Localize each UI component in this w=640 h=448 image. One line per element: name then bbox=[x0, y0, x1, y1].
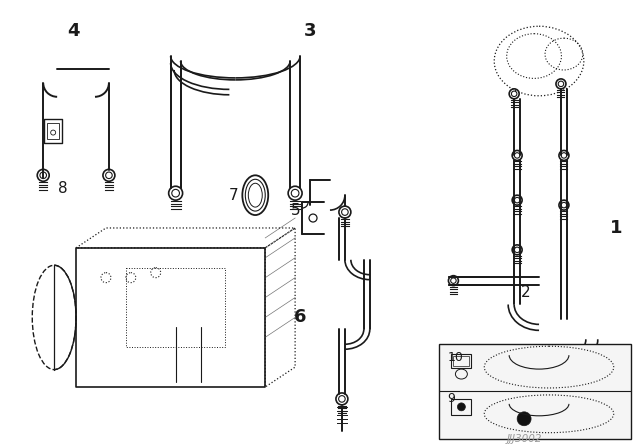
Bar bbox=[47, 123, 59, 138]
Text: 8: 8 bbox=[58, 181, 68, 196]
Bar bbox=[451, 354, 471, 368]
Text: 3: 3 bbox=[304, 22, 316, 40]
Bar bbox=[44, 119, 62, 142]
Text: 4: 4 bbox=[67, 22, 79, 40]
Bar bbox=[451, 399, 471, 415]
Bar bbox=[440, 344, 630, 439]
Text: 1: 1 bbox=[609, 219, 622, 237]
Text: 6: 6 bbox=[294, 308, 307, 327]
Text: 10: 10 bbox=[447, 351, 463, 364]
Circle shape bbox=[458, 403, 465, 411]
Text: 9: 9 bbox=[447, 392, 455, 405]
Text: 7: 7 bbox=[228, 188, 238, 202]
Text: 5: 5 bbox=[291, 202, 301, 218]
Text: 2: 2 bbox=[522, 285, 531, 300]
Circle shape bbox=[517, 412, 531, 426]
Bar bbox=[453, 356, 469, 366]
Text: JJJ3002: JJJ3002 bbox=[506, 434, 542, 444]
